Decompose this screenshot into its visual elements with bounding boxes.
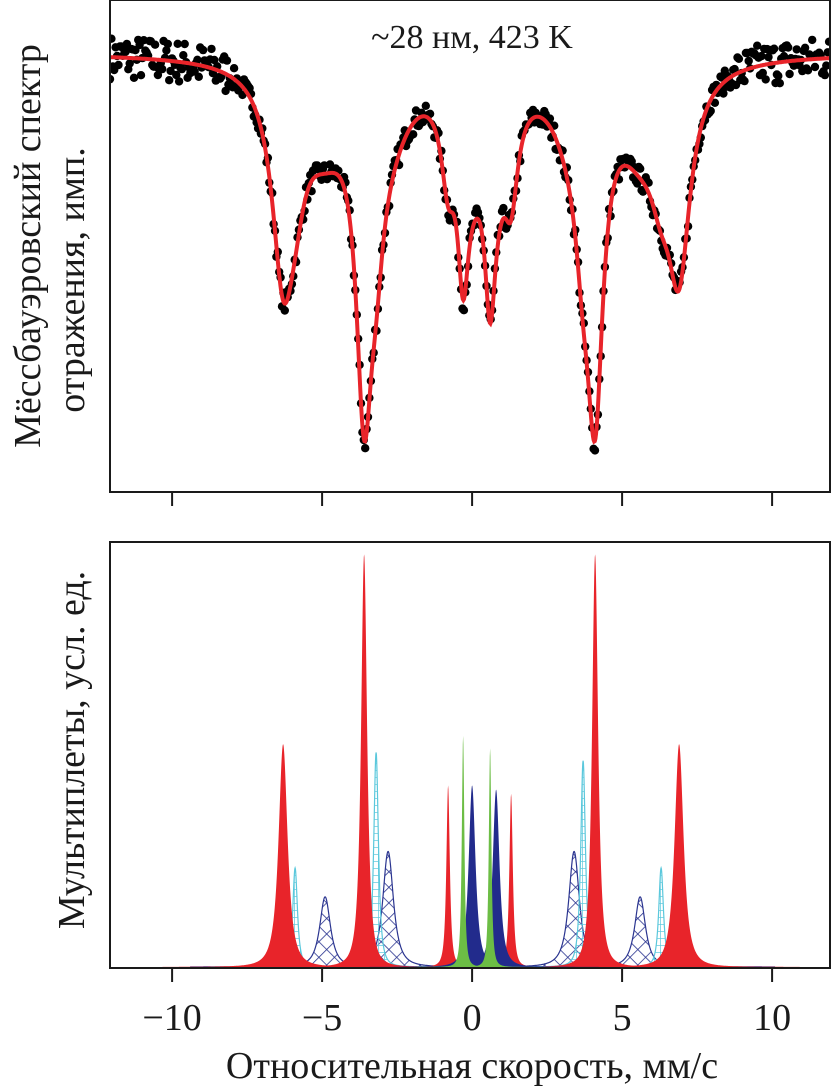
- data-point: [735, 55, 743, 63]
- data-point: [107, 35, 115, 43]
- data-point: [808, 36, 816, 44]
- data-point: [126, 59, 134, 67]
- top-x-ticks: [172, 492, 772, 506]
- multiplet-areas: [163, 554, 800, 967]
- data-point: [281, 306, 289, 314]
- data-point: [591, 446, 599, 454]
- figure: ~28 нм, 423 K Мёссбауэровский спектр отр…: [0, 0, 837, 1092]
- data-point: [181, 40, 189, 48]
- doublet-green-peak: [424, 748, 557, 967]
- top-panel: ~28 нм, 423 K Мёссбауэровский спектр отр…: [7, 0, 833, 506]
- data-point: [770, 45, 778, 53]
- top-y-axis-title-line2: отражения, имп.: [51, 147, 93, 412]
- x-tick-label: 5: [613, 997, 632, 1039]
- sample-annotation: ~28 нм, 423 K: [371, 19, 573, 56]
- data-point: [776, 79, 784, 87]
- data-point: [774, 72, 782, 80]
- data-point: [230, 64, 238, 72]
- sextet-cyan-peak: [292, 752, 461, 967]
- data-point: [207, 45, 215, 53]
- data-point: [821, 71, 829, 79]
- sextet-navy-hatch-peak: [505, 897, 775, 967]
- data-point: [175, 77, 183, 85]
- data-point: [460, 306, 468, 314]
- data-point: [195, 73, 203, 81]
- x-tick-label: 0: [463, 997, 482, 1039]
- data-point: [811, 63, 819, 71]
- data-point: [223, 56, 231, 64]
- x-tick-label: −5: [302, 997, 342, 1039]
- top-y-axis-title-line1: Мёссбауэровский спектр: [7, 44, 49, 448]
- data-point: [164, 40, 172, 48]
- doublet-navy-peak: [370, 785, 575, 967]
- bottom-panel: −10 −5 0 5 10 Мультиплеты, усл. ед. Относите…: [51, 542, 830, 1087]
- x-axis-title: Относительная скорость, мм/с: [226, 1045, 718, 1087]
- data-point: [199, 46, 207, 54]
- data-point: [361, 444, 369, 452]
- x-tick-label: 10: [753, 997, 791, 1039]
- data-point: [793, 45, 801, 53]
- data-point: [151, 41, 159, 49]
- data-point: [636, 165, 644, 173]
- x-tick-label: −10: [142, 997, 201, 1039]
- data-point: [757, 52, 765, 60]
- data-point: [784, 43, 792, 51]
- data-point: [762, 75, 770, 83]
- data-point: [165, 76, 173, 84]
- bottom-x-ticks: −10 −5 0 5 10: [142, 968, 791, 1039]
- sextet-navy-hatch-peak: [190, 897, 460, 967]
- data-point: [499, 204, 507, 212]
- data-point: [785, 70, 793, 78]
- data-point: [114, 61, 122, 69]
- data-point: [745, 57, 753, 65]
- data-point: [422, 102, 430, 110]
- data-point: [740, 77, 748, 85]
- fit-curve: [110, 57, 830, 441]
- data-point: [137, 71, 145, 79]
- bottom-y-axis-title: Мультиплеты, усл. ед.: [51, 571, 93, 929]
- data-point: [158, 65, 166, 73]
